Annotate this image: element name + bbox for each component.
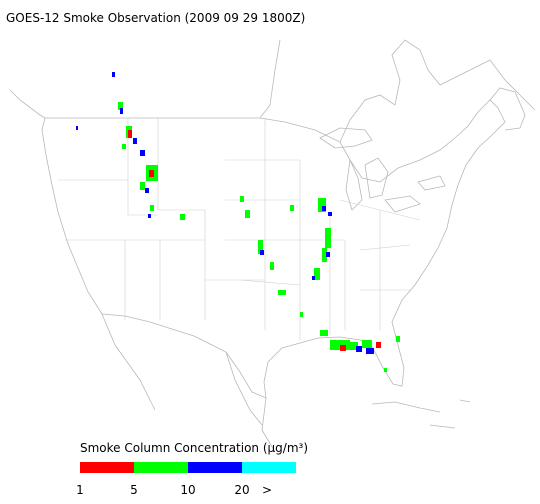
colorbar-tick-label: 20 — [234, 483, 249, 497]
colorbar-tick-label: 10 — [180, 483, 195, 497]
colorbar-segment — [134, 462, 188, 473]
legend-label: Smoke Column Concentration (μg/m³) — [80, 441, 308, 455]
colorbar-segment — [80, 462, 134, 473]
smoke-patches — [76, 72, 400, 372]
colorbar-tick-label: 5 — [130, 483, 138, 497]
basemap — [9, 39, 536, 453]
colorbar-tick-label: 1 — [76, 483, 84, 497]
title: GOES-12 Smoke Observation (2009 09 29 18… — [6, 11, 305, 25]
colorbar-segment — [242, 462, 296, 473]
colorbar-tick-label: > — [262, 483, 272, 497]
colorbar: 1 5 10 20 > — [76, 462, 296, 497]
colorbar-segment — [188, 462, 242, 473]
